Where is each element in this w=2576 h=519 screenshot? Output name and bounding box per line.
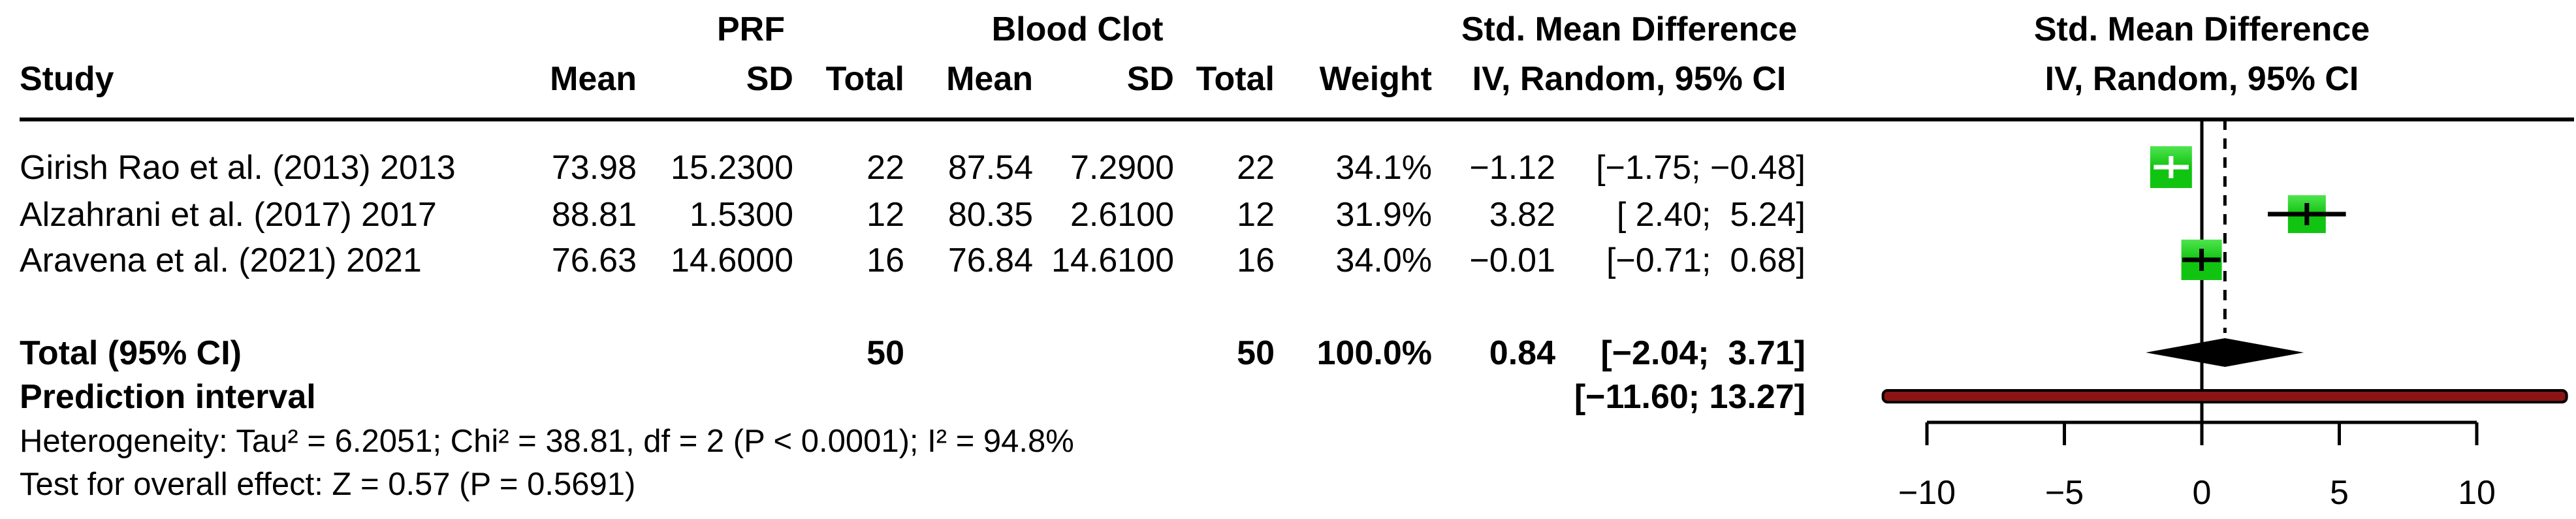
header-rule [20,118,2574,121]
prf-sd-value: 1.5300 [689,196,793,234]
bc-total-value: 22 [1237,149,1275,187]
smd-estimate: 3.82 [1489,196,1555,234]
column-header-bc-mean: Mean [946,60,1033,98]
bc-sd-value: 2.6100 [1070,196,1174,234]
smd-plot-header-line2: IV, Random, 95% CI [2044,60,2359,98]
column-header-weight: Weight [1319,60,1432,98]
bc-mean-value: 87.54 [947,149,1033,187]
prediction-interval-bar [1881,389,2568,403]
total-weight: 100.0% [1316,334,1432,372]
bc-mean-value: 80.35 [947,196,1033,234]
bc-total-value: 16 [1237,242,1275,279]
weight-value: 34.1% [1335,149,1432,187]
prediction-interval-ci: [−11.60; 13.27] [1574,378,1805,416]
smd-text-header-line1: Std. Mean Difference [1461,10,1798,48]
x-axis-tick-label: −10 [1898,474,1956,512]
column-header-bc-total: Total [1196,60,1275,98]
smd-text-header-line2: IV, Random, 95% CI [1472,60,1787,98]
prf-total-value: 16 [867,242,904,279]
prediction-interval-label: Prediction interval [20,378,316,416]
prf-sd-value: 15.2300 [671,149,793,187]
study-name: Girish Rao et al. (2013) 2013 [20,149,456,187]
study-name: Aravena et al. (2021) 2021 [20,242,422,279]
group-header-blood-clot: Blood Clot [991,10,1164,48]
total-ci: [−2.04; 3.71] [1600,334,1805,372]
study-square [2181,240,2222,280]
weight-value: 34.0% [1335,242,1432,279]
column-header-bc-sd: SD [1126,60,1174,98]
prf-mean-value: 73.98 [551,149,637,187]
total-diamond [2146,338,2304,367]
x-axis-tick-label: 10 [2458,474,2496,512]
prf-total-value: 22 [867,149,904,187]
bc-sd-value: 14.6100 [1051,242,1174,279]
smd-ci: [ 2.40; 5.24] [1616,196,1805,234]
column-header-prf-sd: SD [746,60,793,98]
total-bc-n: 50 [1237,334,1275,372]
x-axis-tick-label: −5 [2045,474,2084,512]
study-square [2150,146,2192,188]
prf-sd-value: 14.6000 [671,242,793,279]
x-axis-tick-label: 5 [2330,474,2349,512]
x-axis-tick-label: 0 [2193,474,2212,512]
total-label: Total (95% CI) [20,334,242,372]
group-header-prf: PRF [717,10,785,48]
study-square [2287,195,2326,233]
prf-mean-value: 76.63 [551,242,637,279]
smd-ci: [−0.71; 0.68] [1606,242,1805,279]
bc-sd-value: 7.2900 [1070,149,1174,187]
bc-mean-value: 76.84 [947,242,1033,279]
smd-plot-header-line1: Std. Mean Difference [2033,10,2370,48]
column-header-prf-mean: Mean [550,60,637,98]
column-header-prf-total: Total [825,60,904,98]
weight-value: 31.9% [1335,196,1432,234]
total-estimate: 0.84 [1489,334,1555,372]
prf-mean-value: 88.81 [551,196,637,234]
smd-estimate: −0.01 [1469,242,1555,279]
heterogeneity-note: Heterogeneity: Tau² = 6.2051; Chi² = 38.… [20,424,1074,459]
smd-estimate: −1.12 [1469,149,1555,187]
bc-total-value: 12 [1237,196,1275,234]
overall-effect-note: Test for overall effect: Z = 0.57 (P = 0… [20,467,636,502]
smd-ci: [−1.75; −0.48] [1596,149,1805,187]
column-header-study: Study [20,60,114,98]
total-prf-n: 50 [867,334,904,372]
study-name: Alzahrani et al. (2017) 2017 [20,196,437,234]
prf-total-value: 12 [867,196,904,234]
